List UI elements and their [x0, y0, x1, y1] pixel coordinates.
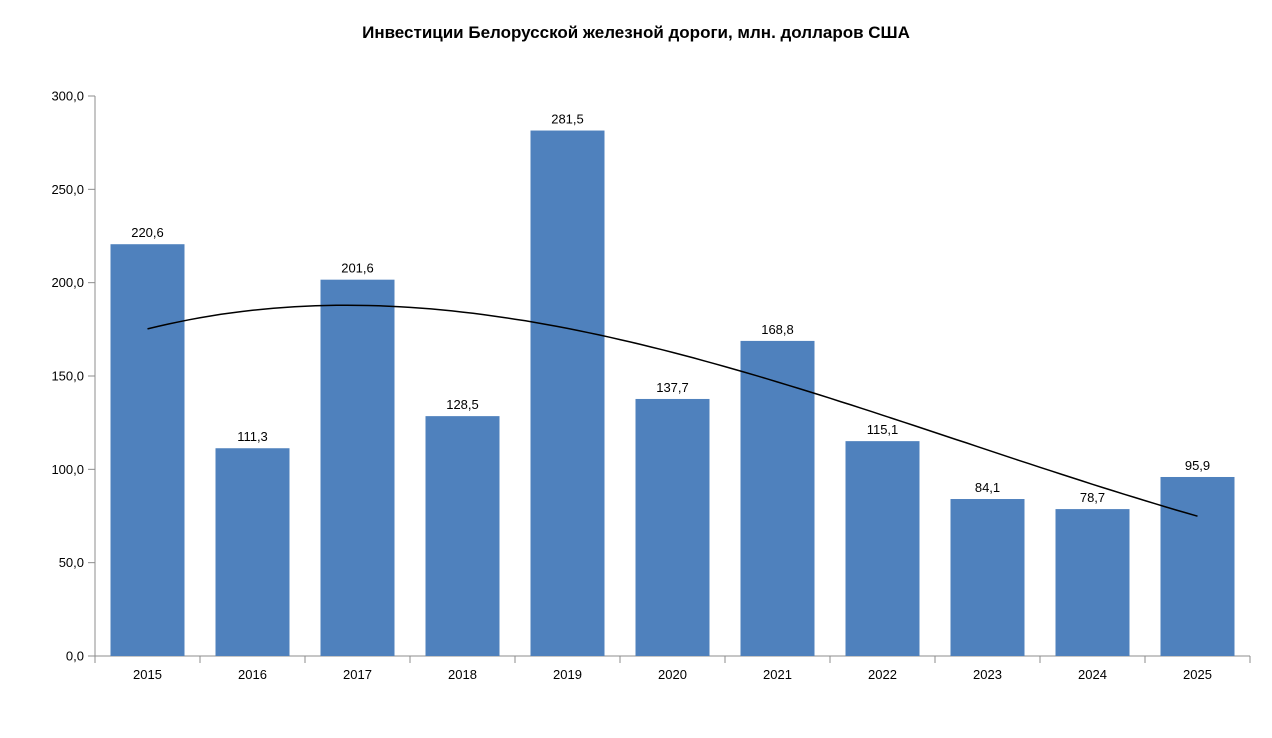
bar — [110, 244, 185, 657]
x-axis-label: 2018 — [448, 667, 477, 682]
bar-value-label: 201,6 — [341, 261, 374, 276]
bar — [320, 279, 395, 656]
bar-value-label: 78,7 — [1080, 490, 1105, 505]
bar-value-label: 111,3 — [237, 429, 268, 444]
x-axis-label: 2024 — [1078, 667, 1107, 682]
bar-value-label: 220,6 — [131, 225, 164, 240]
bar-value-label: 115,1 — [867, 422, 899, 437]
bar-value-label: 128,5 — [446, 397, 479, 412]
chart-title: Инвестиции Белорусской железной дороги, … — [362, 23, 910, 42]
bar — [1055, 509, 1130, 656]
y-tick-label: 0,0 — [66, 649, 84, 664]
bar-value-label: 84,1 — [975, 480, 1000, 495]
trendline — [147, 304, 1198, 517]
y-tick-label: 300,0 — [51, 89, 84, 104]
bar — [1160, 476, 1235, 656]
y-tick-label: 100,0 — [51, 462, 84, 477]
y-tick-label: 200,0 — [51, 275, 84, 290]
bar-value-label: 95,9 — [1185, 458, 1210, 473]
x-axis-label: 2019 — [553, 667, 582, 682]
x-axis-label: 2021 — [763, 667, 792, 682]
bar — [845, 441, 920, 656]
x-axis-label: 2022 — [868, 667, 897, 682]
bar-value-label: 137,7 — [656, 380, 689, 395]
bar-value-label: 168,8 — [761, 322, 794, 337]
y-tick-label: 50,0 — [59, 555, 84, 570]
y-tick-label: 150,0 — [51, 369, 84, 384]
bar — [635, 398, 710, 656]
bar — [425, 416, 500, 656]
x-axis-label: 2023 — [973, 667, 1002, 682]
bar — [740, 340, 815, 656]
y-tick-label: 250,0 — [51, 182, 84, 197]
bar — [530, 130, 605, 657]
x-axis-label: 2016 — [238, 667, 267, 682]
bar — [215, 448, 290, 656]
x-axis-label: 2025 — [1183, 667, 1212, 682]
x-axis-label: 2017 — [343, 667, 372, 682]
x-axis-label: 2020 — [658, 667, 687, 682]
x-axis-label: 2015 — [133, 667, 162, 682]
bar-value-label: 281,5 — [551, 112, 584, 127]
bar — [950, 499, 1025, 656]
